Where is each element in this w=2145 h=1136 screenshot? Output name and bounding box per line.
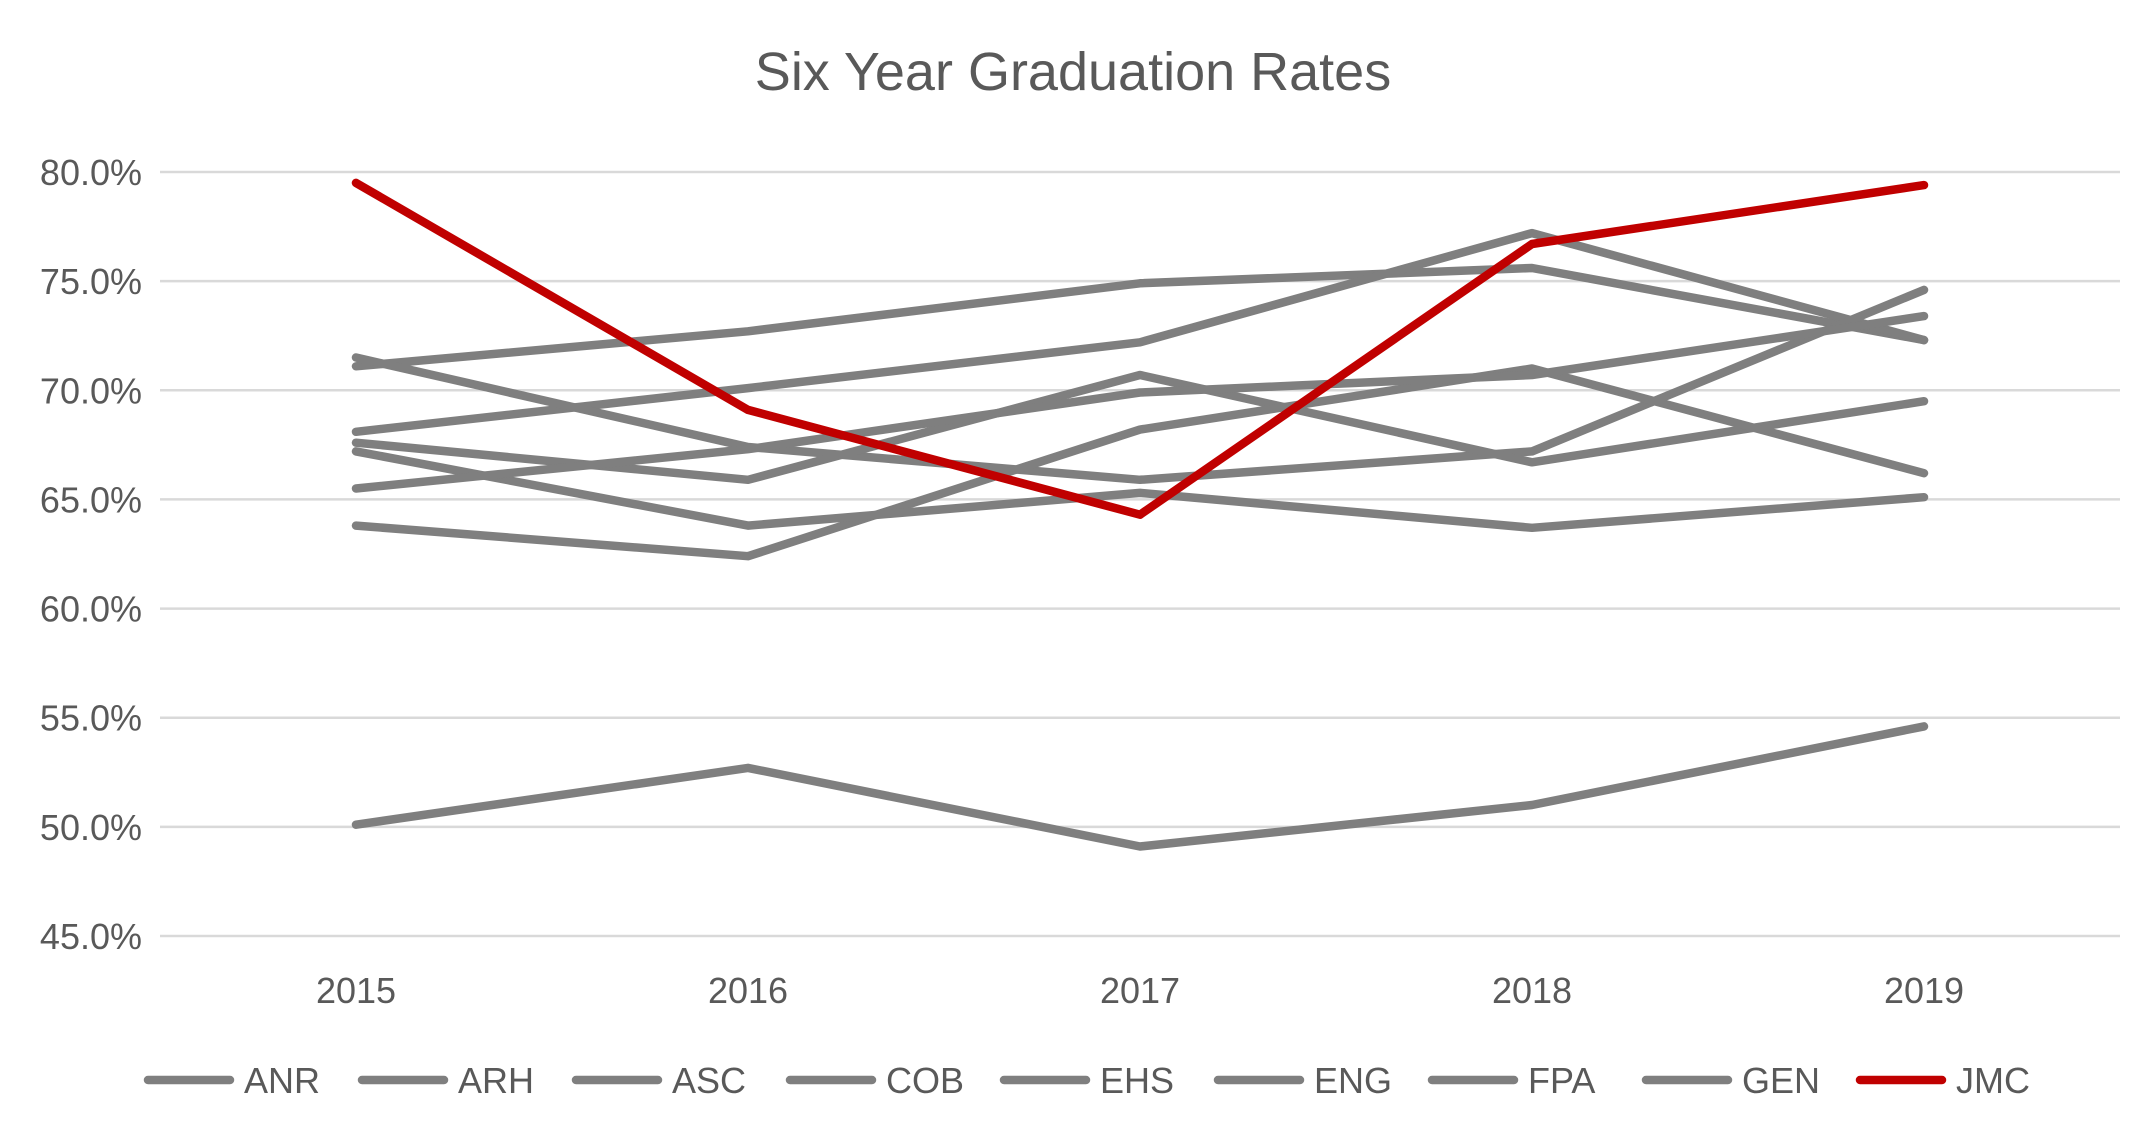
series-line-eng xyxy=(351,447,1929,533)
legend-label-arh: ARH xyxy=(458,1060,534,1101)
y-tick-label: 45.0% xyxy=(40,916,142,957)
legend: ANR ARH ASC COB EHS ENG FPA GEN JMC xyxy=(143,1060,2030,1101)
series-line-gen xyxy=(351,722,1929,851)
legend-label-anr: ANR xyxy=(244,1060,320,1101)
legend-label-gen: GEN xyxy=(1742,1060,1820,1101)
y-tick-label: 55.0% xyxy=(40,698,142,739)
legend-label-jmc: JMC xyxy=(1956,1060,2030,1101)
series-line-anr xyxy=(351,263,1929,371)
y-tick-label: 70.0% xyxy=(40,370,142,411)
series-lines xyxy=(351,178,1929,851)
x-tick-label: 2019 xyxy=(1884,970,1964,1011)
x-tick-label: 2017 xyxy=(1100,970,1180,1011)
y-tick-label: 50.0% xyxy=(40,807,142,848)
legend-label-ehs: EHS xyxy=(1100,1060,1174,1101)
legend-label-eng: ENG xyxy=(1314,1060,1392,1101)
series-line-fpa xyxy=(351,311,1929,493)
y-tick-label: 75.0% xyxy=(40,261,142,302)
x-tick-label: 2016 xyxy=(708,970,788,1011)
x-tick-label: 2018 xyxy=(1492,970,1572,1011)
chart-title: Six Year Graduation Rates xyxy=(755,42,1391,102)
series-line-ehs xyxy=(351,364,1929,561)
legend-label-asc: ASC xyxy=(672,1060,746,1101)
y-tick-label: 60.0% xyxy=(40,589,142,630)
x-axis-tick-labels: 2015 2016 2017 2018 2019 xyxy=(316,970,1964,1011)
y-axis-tick-labels: 45.0% 50.0% 55.0% 60.0% 65.0% 70.0% 75.0% 80.0% xyxy=(40,152,142,957)
y-tick-label: 65.0% xyxy=(40,479,142,520)
series-line-arh xyxy=(351,228,1929,437)
series-line-asc xyxy=(351,285,1929,485)
x-tick-label: 2015 xyxy=(316,970,396,1011)
series-line-jmc xyxy=(351,178,1929,519)
series-line-cob xyxy=(351,370,1929,485)
legend-label-fpa: FPA xyxy=(1528,1060,1595,1101)
legend-label-cob: COB xyxy=(886,1060,964,1101)
y-tick-label: 80.0% xyxy=(40,152,142,193)
